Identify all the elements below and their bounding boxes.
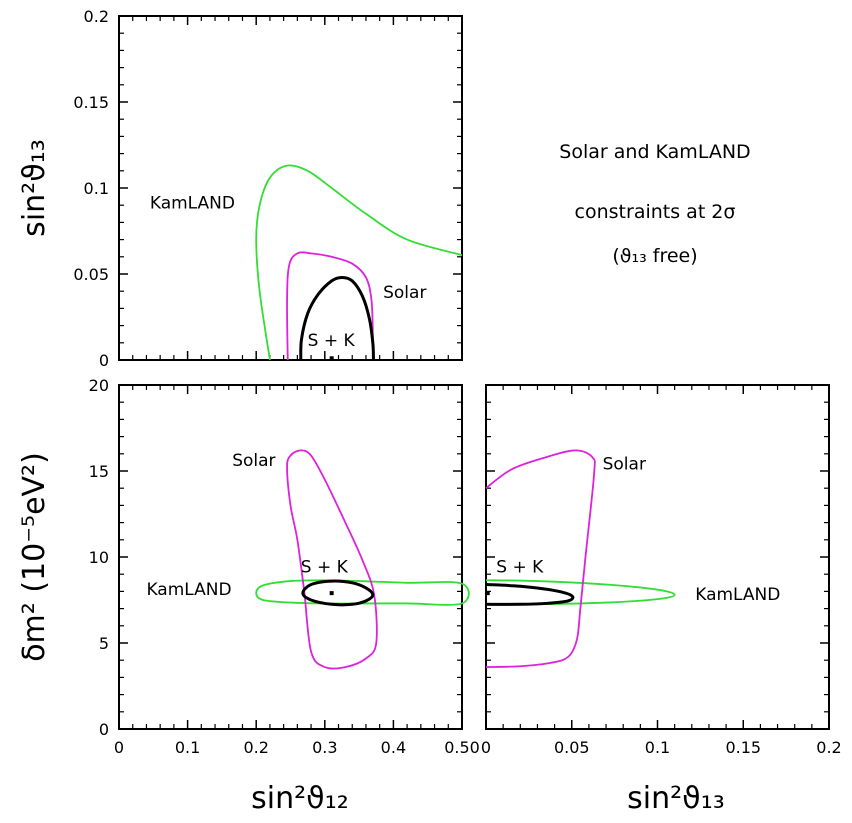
curve-label: KamLAND: [146, 580, 231, 600]
annotation-line-3: (ϑ₁₃ free): [612, 245, 697, 267]
x-tick-label: 0.15: [725, 738, 761, 757]
y-tick-label: 0.15: [73, 93, 109, 112]
contour-s-k: [485, 583, 575, 606]
curves: [485, 449, 676, 668]
y-axis-title: sin²ϑ₁₃: [17, 139, 52, 237]
curve-labels: Solar KamLAND S + K: [496, 454, 780, 605]
x-tick-label: 0.1: [175, 738, 200, 757]
contour-kamland: [255, 164, 463, 361]
annotation-line-2: constraints at 2σ: [575, 201, 736, 223]
contour-solar: [485, 449, 596, 668]
plot-frame: [118, 15, 463, 361]
tick-labels: 0 0.05 0.1 0.15 0.2: [73, 7, 109, 370]
y-tick-label: 10: [89, 548, 109, 567]
x-tick-label: 0.1: [645, 738, 670, 757]
best-fit-point: [329, 591, 334, 596]
y-tick-label: 0.1: [84, 179, 109, 198]
tick-labels: 0 0.1 0.2 0.3 0.4 0.50 0 5 10 15 20: [89, 376, 480, 757]
curve-label: Solar: [383, 283, 426, 303]
curve-label: KamLAND: [695, 585, 780, 605]
annotation: Solar and KamLAND constraints at 2σ (ϑ₁₃…: [559, 141, 750, 267]
y-tick-label: 15: [89, 462, 109, 481]
curve-label: S + K: [308, 331, 356, 351]
x-tick-label: 0: [114, 738, 124, 757]
x-tick-label: 0.4: [381, 738, 406, 757]
curve-label: Solar: [232, 451, 275, 471]
ticks: [118, 15, 463, 361]
contour-s-k: [301, 579, 375, 607]
curves: [255, 164, 463, 361]
contour-solar: [286, 449, 378, 670]
x-tick-label: 0.3: [312, 738, 337, 757]
y-tick-label: 20: [89, 376, 109, 395]
best-fit-point: [485, 591, 490, 596]
ticks: [485, 384, 830, 730]
x-tick-label: 0.50: [444, 738, 480, 757]
x-axis-title: sin²ϑ₁₃: [627, 781, 725, 816]
y-axis-title: δm² (10⁻⁵eV²): [17, 452, 52, 662]
curves: [255, 449, 470, 670]
contour-s-k: [299, 275, 376, 361]
ticks: [118, 384, 463, 730]
curve-label: S + K: [301, 557, 349, 577]
x-axis-title: sin²ϑ₁₂: [251, 781, 349, 816]
y-tick-label: 0.05: [73, 265, 109, 284]
x-tick-label: 0: [481, 738, 491, 757]
x-tick-label: 0.2: [243, 738, 268, 757]
contour-kamland: [255, 579, 470, 606]
plot-frame: [118, 384, 463, 730]
contour-solar: [286, 251, 374, 361]
x-tick-label: 0.05: [554, 738, 590, 757]
curve-label: Solar: [603, 454, 646, 474]
panel-top-left: 0 0.05 0.1 0.15 0.2 KamLAND Solar S + K sin²ϑ₁…: [17, 7, 463, 370]
curve-labels: KamLAND Solar S + K: [150, 194, 427, 352]
best-fit-point: [329, 356, 334, 361]
y-tick-label: 5: [99, 634, 109, 653]
curve-labels: Solar KamLAND S + K: [146, 451, 348, 600]
y-tick-label: 0: [99, 720, 109, 739]
y-tick-label: 0: [99, 351, 109, 370]
curve-label: S + K: [496, 557, 544, 577]
x-tick-label: 0.2: [816, 738, 841, 757]
panel-bottom-right: 0 0.05 0.1 0.15 0.2 Solar KamLAND S + K sin²ϑ₁…: [481, 384, 842, 816]
curve-label: KamLAND: [150, 194, 235, 214]
annotation-line-1: Solar and KamLAND: [559, 141, 750, 163]
tick-labels: 0 0.05 0.1 0.15 0.2: [481, 738, 842, 757]
panel-bottom-left: 0 0.1 0.2 0.3 0.4 0.50 0 5 10 15 20 Solar KamLAND S …: [17, 376, 480, 816]
y-tick-label: 0.2: [84, 7, 109, 26]
